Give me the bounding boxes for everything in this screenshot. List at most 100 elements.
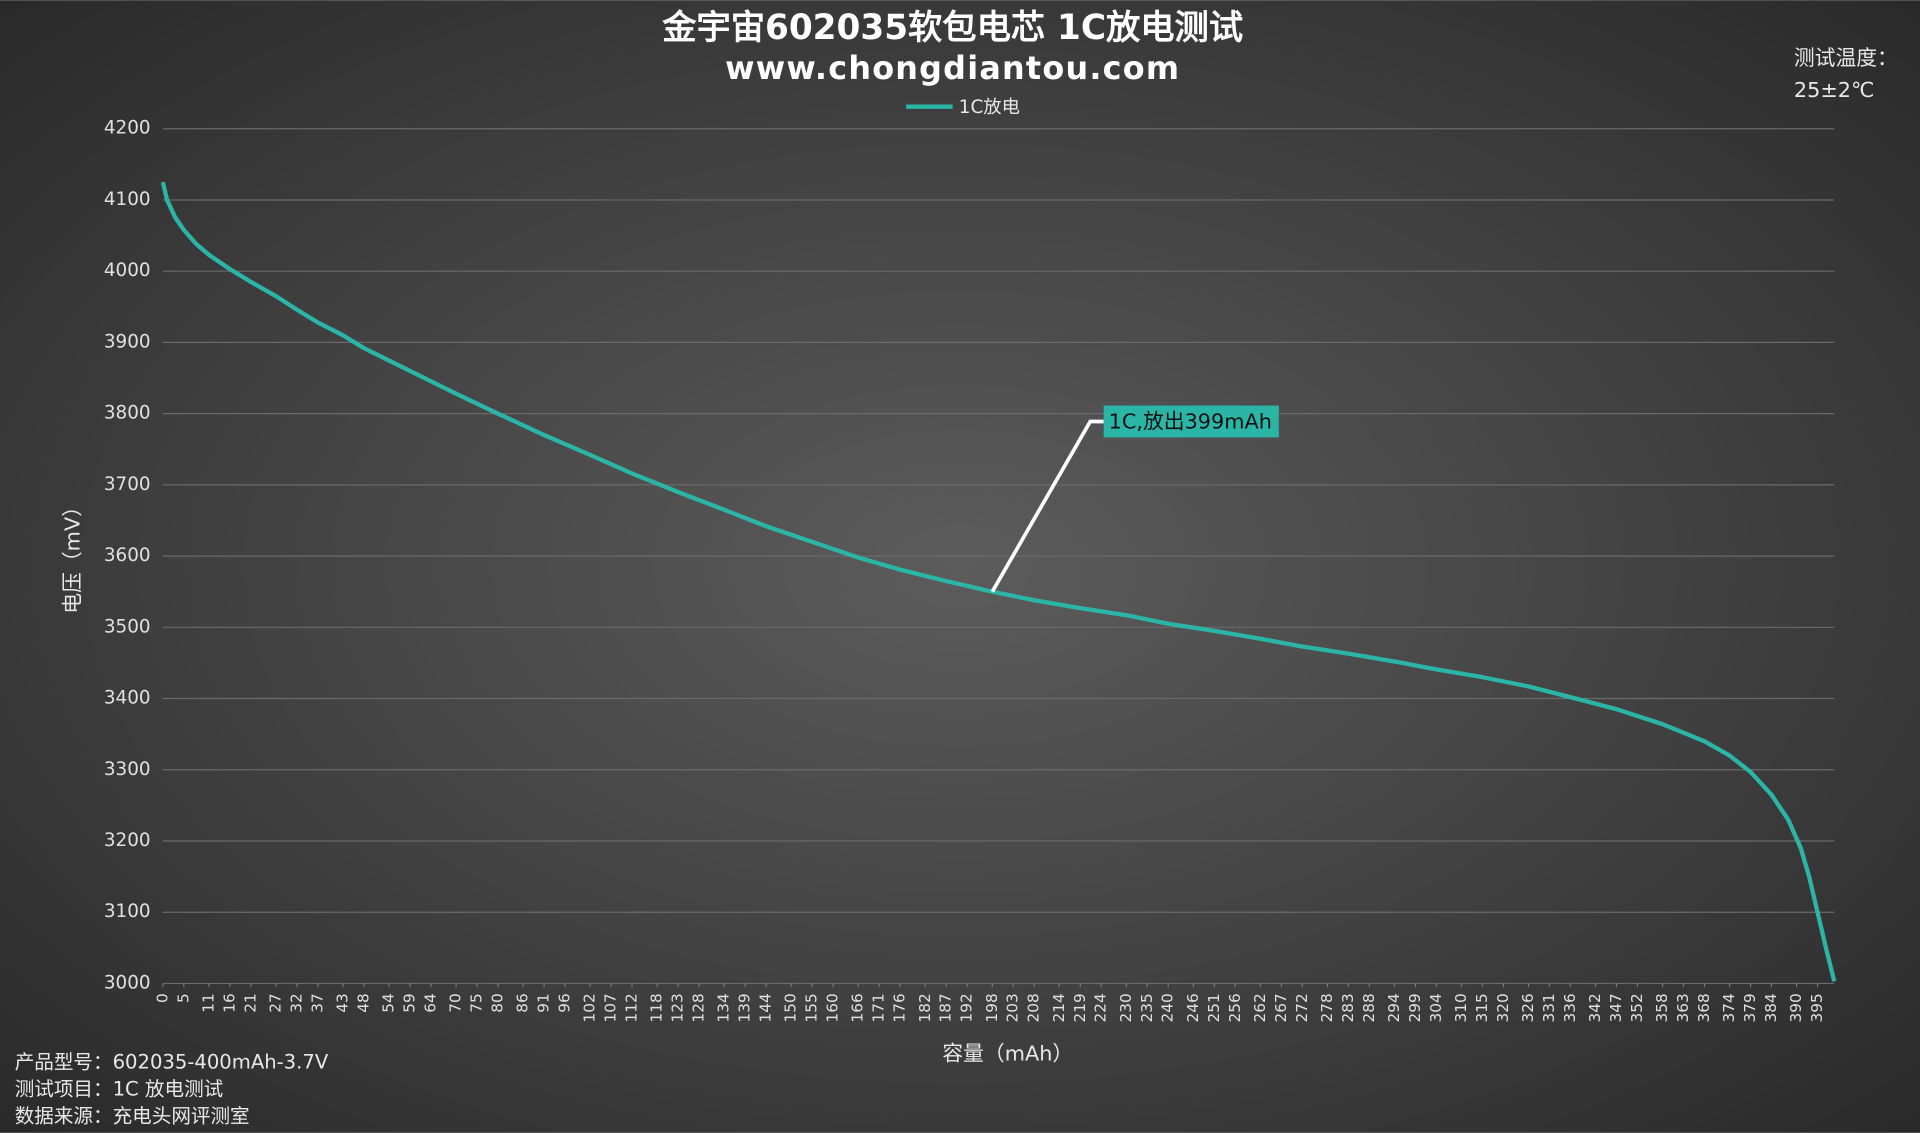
x-tick-label: 118: [648, 993, 666, 1022]
y-tick-label: 3500: [104, 616, 151, 637]
x-tick-label: 267: [1272, 993, 1290, 1022]
x-tick-label: 235: [1138, 993, 1156, 1022]
x-tick-label: 54: [380, 993, 398, 1012]
x-tick-label: 379: [1741, 993, 1759, 1022]
x-tick-label: 326: [1519, 993, 1537, 1022]
annotation-leader: [990, 419, 1104, 593]
annotation: 1C,放出399mAh: [1109, 410, 1272, 434]
x-tick-label: 139: [736, 993, 754, 1022]
footer-line: 数据来源：充电头网评测室: [15, 1104, 250, 1127]
x-tick-label: 294: [1385, 993, 1403, 1022]
x-tick-label: 166: [849, 993, 867, 1022]
x-tick-label: 342: [1586, 993, 1604, 1022]
y-tick-label: 3800: [104, 403, 151, 424]
x-tick-label: 192: [958, 993, 976, 1022]
x-tick-label: 21: [241, 993, 259, 1012]
x-tick-label: 37: [308, 993, 326, 1012]
x-tick-label: 155: [803, 993, 821, 1022]
x-tick-label: 208: [1025, 993, 1043, 1022]
x-tick-label: 230: [1117, 993, 1135, 1022]
x-tick-label: 352: [1628, 993, 1646, 1022]
x-tick-label: 150: [782, 993, 800, 1022]
x-tick-label: 331: [1540, 993, 1558, 1022]
y-tick-label: 3100: [104, 901, 151, 922]
x-tick-label: 160: [824, 993, 842, 1022]
x-tick-label: 256: [1226, 993, 1244, 1022]
x-tick-label: 288: [1360, 993, 1378, 1022]
x-tick-label: 363: [1674, 993, 1692, 1022]
x-tick-label: 283: [1339, 993, 1357, 1022]
note-value: 25±2℃: [1794, 78, 1874, 102]
x-tick-label: 123: [669, 993, 687, 1022]
legend-label: 1C放电: [959, 97, 1020, 118]
x-tick-label: 75: [468, 993, 486, 1012]
x-tick-label: 171: [870, 993, 888, 1022]
x-tick-label: 70: [447, 993, 465, 1012]
x-tick-label: 224: [1092, 993, 1110, 1022]
x-tick-label: 80: [488, 993, 506, 1012]
x-tick-label: 128: [690, 993, 708, 1022]
x-tick-label: 278: [1318, 993, 1336, 1022]
x-tick-label: 0: [153, 993, 171, 1003]
x-tick-label: 48: [354, 993, 372, 1012]
x-tick-label: 384: [1762, 993, 1780, 1022]
x-tick-label: 203: [1004, 993, 1022, 1022]
x-tick-label: 251: [1205, 993, 1223, 1022]
x-tick-label: 214: [1050, 993, 1068, 1022]
x-tick-label: 272: [1293, 993, 1311, 1022]
y-tick-label: 3400: [104, 688, 151, 709]
x-tick-label: 310: [1452, 993, 1470, 1022]
footer-line: 测试项目：1C 放电测试: [15, 1077, 224, 1100]
footer-line: 产品型号：602035-400mAh-3.7V: [15, 1051, 329, 1074]
x-tick-label: 182: [916, 993, 934, 1022]
x-tick-label: 187: [937, 993, 955, 1022]
x-tick-label: 102: [581, 993, 599, 1022]
y-tick-label: 4200: [104, 118, 151, 139]
y-tick-label: 3700: [104, 474, 151, 495]
x-tick-label: 390: [1787, 993, 1805, 1022]
x-tick-label: 134: [715, 993, 733, 1022]
x-tick-label: 86: [514, 993, 532, 1012]
x-tick-label: 96: [556, 993, 574, 1012]
y-tick-label: 3600: [104, 545, 151, 566]
note-title: 测试温度：: [1794, 46, 1898, 70]
x-tick-label: 176: [891, 993, 909, 1022]
x-tick-label: 219: [1071, 993, 1089, 1022]
y-tick-label: 3300: [104, 759, 151, 780]
y-axis-label: 电压（mV）: [60, 496, 84, 614]
x-tick-label: 246: [1184, 993, 1202, 1022]
x-tick-label: 27: [266, 993, 284, 1012]
x-tick-label: 16: [220, 993, 238, 1012]
x-tick-label: 59: [401, 993, 419, 1012]
x-tick-label: 347: [1607, 993, 1625, 1022]
y-tick-label: 4100: [104, 189, 151, 210]
x-tick-label: 5: [174, 993, 192, 1003]
x-tick-label: 144: [757, 993, 775, 1022]
annotation-box: [1103, 405, 1279, 438]
x-axis-label: 容量（mAh）: [942, 1041, 1073, 1065]
x-tick-label: 374: [1720, 993, 1738, 1022]
x-tick-label: 11: [199, 993, 217, 1012]
x-tick-label: 262: [1251, 993, 1269, 1022]
x-tick-label: 107: [602, 993, 620, 1022]
x-tick-label: 336: [1561, 993, 1579, 1022]
x-tick-label: 304: [1427, 993, 1445, 1022]
x-tick-label: 299: [1406, 993, 1424, 1022]
y-tick-label: 3900: [104, 331, 151, 352]
chart-subtitle: www.chongdiantou.com: [725, 49, 1180, 87]
x-tick-label: 112: [623, 993, 641, 1022]
x-tick-label: 240: [1159, 993, 1177, 1022]
x-tick-label: 198: [983, 993, 1001, 1022]
x-tick-label: 64: [421, 993, 439, 1012]
x-tick-label: 91: [535, 993, 553, 1012]
x-tick-label: 320: [1494, 993, 1512, 1022]
x-tick-label: 315: [1473, 993, 1491, 1022]
x-tick-label: 32: [287, 993, 305, 1012]
y-tick-label: 3200: [104, 830, 151, 851]
x-tick-label: 368: [1695, 993, 1713, 1022]
y-tick-label: 3000: [104, 972, 151, 993]
x-tick-label: 43: [333, 993, 351, 1012]
y-tick-label: 4000: [104, 260, 151, 281]
